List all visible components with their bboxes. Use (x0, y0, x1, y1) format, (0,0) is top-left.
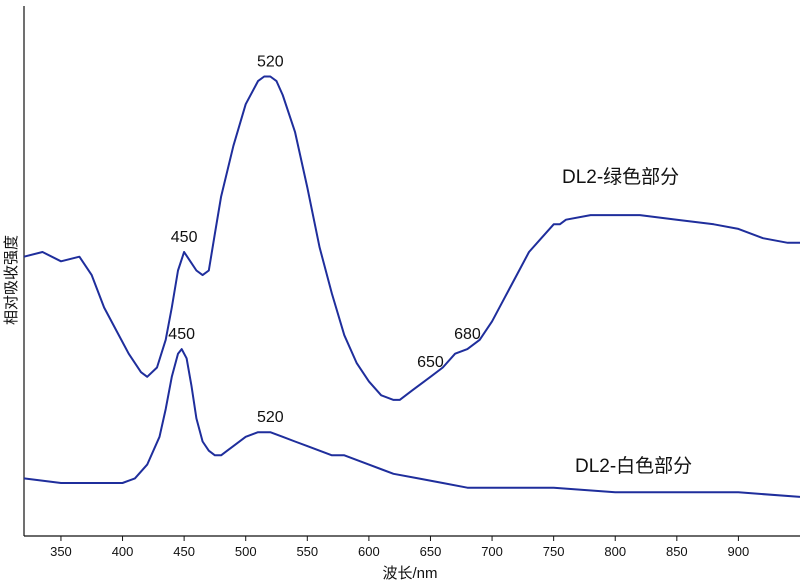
peak-label: 450 (168, 326, 195, 343)
peak-label: 650 (417, 354, 444, 371)
peak-annotations: 520 450 650 680 450 520 (168, 53, 481, 426)
series-lines (23, 75, 800, 498)
x-tick-label: 500 (235, 544, 257, 559)
x-tick-label: 850 (666, 544, 688, 559)
x-axis-ticks: 350 400 450 500 550 600 650 700 750 800 850 900 (50, 536, 749, 559)
series-label-2: DL2-白色部分 (575, 455, 692, 477)
series-labels: DL2-绿色部分 DL2-白色部分 (562, 166, 692, 477)
x-tick-label: 600 (358, 544, 380, 559)
peak-label: 520 (257, 409, 284, 426)
x-tick-label: 750 (543, 544, 565, 559)
y-axis-title: 相对吸收强度 (3, 235, 20, 325)
series-line-1 (23, 75, 800, 401)
x-tick-label: 350 (50, 544, 72, 559)
x-tick-label: 450 (173, 544, 195, 559)
peak-label: 520 (257, 53, 284, 70)
x-tick-label: 400 (112, 544, 134, 559)
x-tick-label: 550 (296, 544, 318, 559)
peak-label: 450 (171, 229, 198, 246)
x-tick-label: 700 (481, 544, 503, 559)
x-tick-label: 650 (420, 544, 442, 559)
peak-label: 680 (454, 326, 481, 343)
x-tick-label: 800 (604, 544, 626, 559)
x-tick-label: 900 (728, 544, 750, 559)
plot-frame (23, 6, 800, 537)
series-label-1: DL2-绿色部分 (562, 166, 679, 188)
series-line-2 (23, 348, 800, 498)
x-axis-title: 波长/nm (382, 565, 437, 582)
